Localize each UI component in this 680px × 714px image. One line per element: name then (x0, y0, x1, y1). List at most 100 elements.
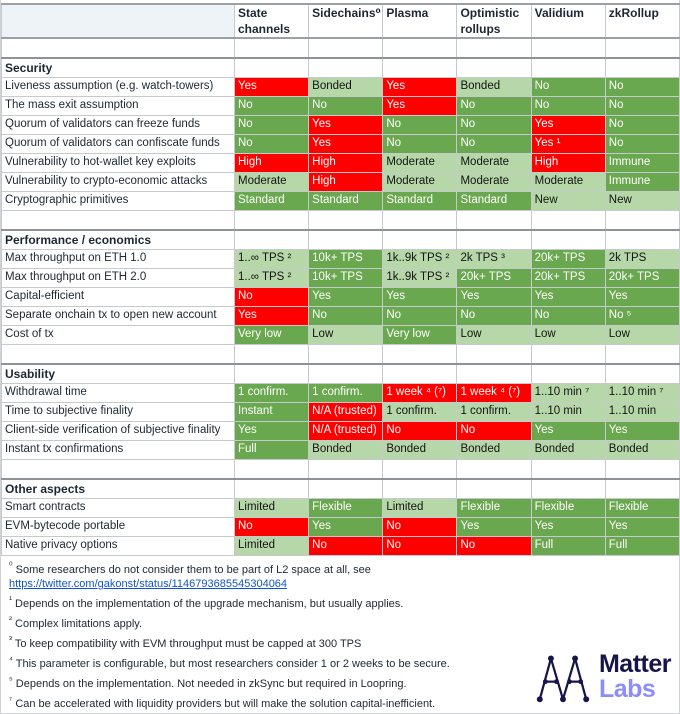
value-cell: Very low (382, 325, 458, 346)
table-row: Max throughput on ETH 2.0 1..∞ TPS ² 10k+ … (1, 268, 680, 289)
value-cell: Yes (530, 287, 606, 308)
value-cell: Bonded (308, 440, 384, 461)
spacer-cell (308, 344, 384, 365)
section-empty-cell (456, 478, 532, 500)
row-label: Time to subjective finality (1, 402, 235, 423)
section-empty-cell (382, 57, 458, 79)
spacer-cell (530, 344, 606, 365)
value-cell: 20k+ TPS (604, 268, 680, 289)
table-row: Instant tx confirmations Full Bonded Bonded… (1, 440, 680, 461)
value-cell: Flexible (456, 498, 532, 519)
value-cell: 20k+ TPS (530, 268, 606, 289)
value-cell: Yes ¹ (530, 134, 606, 155)
table-row: Cryptographic primitives Standard Standard… (1, 191, 680, 212)
value-cell: Immune (604, 172, 680, 193)
row-label: Smart contracts (1, 498, 235, 519)
section-empty-cell (604, 57, 680, 79)
value-cell: No (456, 96, 532, 117)
row-label: Separate onchain tx to open new account (1, 306, 235, 327)
value-cell: Yes (233, 306, 310, 327)
value-cell: Yes (308, 134, 384, 155)
row-label: Max throughput on ETH 2.0 (1, 268, 235, 289)
matter-labs-graph-icon (536, 655, 590, 703)
value-cell: Standard (233, 191, 310, 212)
value-cell: 1k..9k TPS ² (382, 249, 458, 270)
value-cell: 1 week ⁴ (⁷) (456, 383, 532, 404)
value-cell: Standard (456, 191, 532, 212)
value-cell: 20k+ TPS (530, 249, 606, 270)
value-cell: No (382, 306, 458, 327)
footnotes: ⁰ Some researchers do not consider them … (1, 556, 679, 711)
value-cell: No (382, 517, 458, 538)
section-empty-cell (604, 478, 680, 500)
value-cell: New (604, 191, 680, 212)
value-cell: 10k+ TPS (308, 249, 384, 270)
value-cell: New (530, 191, 606, 212)
section-title: Other aspects (1, 478, 235, 500)
section-row: Usability (1, 363, 680, 385)
value-cell: 2k TPS (604, 249, 680, 270)
spacer-cell (530, 459, 606, 480)
table-row: Vulnerability to hot-wallet key exploits… (1, 153, 680, 174)
value-cell: 1..∞ TPS ² (233, 268, 310, 289)
value-cell: 1..10 min (604, 402, 680, 423)
value-cell: Yes (604, 421, 680, 442)
spacer-cell (456, 37, 532, 59)
value-cell: No (233, 287, 310, 308)
value-cell: Limited (233, 536, 310, 557)
value-cell: 1..10 min (530, 402, 606, 423)
value-cell: No (604, 96, 680, 117)
footnote-marker: ⁰ (9, 560, 13, 571)
spacer-cell (382, 459, 458, 480)
row-label: Instant tx confirmations (1, 440, 235, 461)
value-cell: Moderate (456, 172, 532, 193)
value-cell: Full (604, 536, 680, 557)
spacer-cell (604, 210, 680, 231)
row-label: EVM-bytecode portable (1, 517, 235, 538)
row-label: Withdrawal time (1, 383, 235, 404)
footnote: ⁰ Some researchers do not consider them … (9, 560, 371, 591)
spacer-cell (604, 344, 680, 365)
row-label: Max throughput on ETH 1.0 (1, 249, 235, 270)
section-empty-cell (233, 229, 310, 251)
value-cell: No (308, 306, 384, 327)
value-cell: Instant (233, 402, 310, 423)
value-cell: Immune (604, 153, 680, 174)
value-cell: 1..10 min ⁷ (530, 383, 606, 404)
value-cell: 1k..9k TPS ² (382, 268, 458, 289)
value-cell: 1 confirm. (382, 402, 458, 423)
section-empty-cell (456, 363, 532, 385)
table-header-row: State channels Sidechains⁰ Plasma Optimisti… (1, 2, 680, 40)
value-cell: Moderate (382, 153, 458, 174)
table-row: Client-side verification of subjective f… (1, 421, 680, 442)
section-empty-cell (604, 363, 680, 385)
section-empty-cell (308, 229, 384, 251)
section-empty-cell (456, 229, 532, 251)
spacer-cell (233, 344, 310, 365)
value-cell: No (530, 77, 606, 98)
section-empty-cell (530, 57, 606, 79)
value-cell: High (233, 153, 310, 174)
row-label: Cost of tx (1, 325, 235, 346)
value-cell: No (456, 134, 532, 155)
footnote-link[interactable]: https://twitter.com/gakonst/status/11467… (9, 578, 288, 591)
spacer-cell (1, 37, 235, 59)
value-cell: High (308, 153, 384, 174)
table-row: Separate onchain tx to open new account Y… (1, 306, 680, 327)
value-cell: 1..∞ TPS ² (233, 249, 310, 270)
table-row: Capital-efficient No Yes Yes Yes Yes Yes (1, 287, 680, 308)
section-title: Performance / economics (1, 229, 235, 251)
value-cell: N/A (trusted) (308, 402, 384, 423)
spacer-cell (456, 210, 532, 231)
value-cell: No (456, 306, 532, 327)
value-cell: Yes (456, 517, 532, 538)
value-cell: No (308, 96, 384, 117)
spacer-cell (308, 37, 384, 59)
table-row: Vulnerability to crypto-economic attacks… (1, 172, 680, 193)
value-cell: Standard (382, 191, 458, 212)
value-cell: No (530, 96, 606, 117)
value-cell: No (456, 421, 532, 442)
value-cell: Low (308, 325, 384, 346)
row-label: Quorum of validators can confiscate fund… (1, 134, 235, 155)
